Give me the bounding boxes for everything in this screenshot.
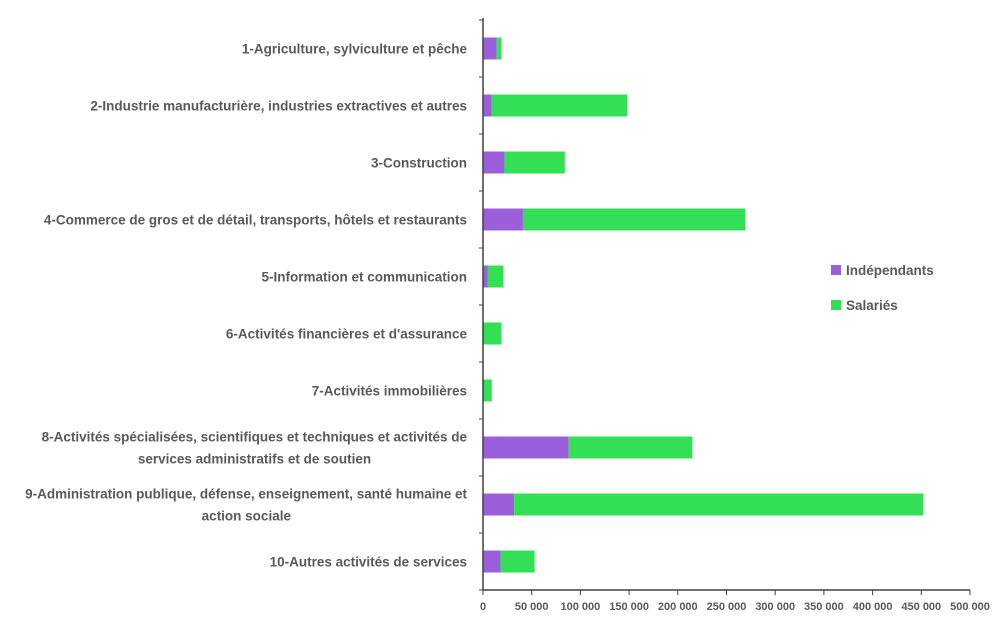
x-tick-label: 150 000 bbox=[609, 601, 649, 613]
category-labels: 1-Agriculture, sylviculture et pêche 2-In… bbox=[25, 42, 467, 570]
category-label-7: 7-Activités immobilières bbox=[312, 384, 467, 399]
legend-label-salaries: Salariés bbox=[846, 298, 898, 313]
category-label-5: 5-Information et communication bbox=[261, 270, 467, 285]
bar-salaries-4 bbox=[522, 208, 746, 231]
bar-salaries-9 bbox=[514, 493, 924, 516]
bars-group bbox=[483, 37, 924, 573]
x-axis: 0 50 000 100 000 150 000 200 000 250 000 300 0… bbox=[479, 18, 990, 613]
legend-swatch-independants bbox=[831, 265, 841, 275]
category-label-9-line-1: 9-Administration publique, défense, ense… bbox=[25, 487, 467, 502]
category-label-10: 10-Autres activités de services bbox=[270, 555, 467, 570]
bar-independants-3 bbox=[483, 151, 505, 174]
x-tick-label: 450 000 bbox=[901, 601, 941, 613]
category-label-2: 2-Industrie manufacturière, industries e… bbox=[90, 99, 467, 114]
bar-salaries-1 bbox=[496, 37, 502, 60]
legend-label-independants: Indépendants bbox=[846, 263, 934, 278]
bar-independants-1 bbox=[483, 37, 497, 60]
bar-salaries-6 bbox=[483, 322, 502, 345]
category-label-4: 4-Commerce de gros et de détail, transpo… bbox=[44, 213, 467, 228]
bar-salaries-2 bbox=[491, 94, 628, 117]
legend: Indépendants Salariés bbox=[831, 263, 934, 313]
bar-salaries-3 bbox=[504, 151, 565, 174]
x-tick-label: 250 000 bbox=[707, 601, 747, 613]
bar-independants-9 bbox=[483, 493, 515, 516]
x-tick-label: 0 bbox=[480, 601, 486, 613]
category-label-3: 3-Construction bbox=[371, 156, 467, 171]
x-tick-label: 500 000 bbox=[950, 601, 990, 613]
x-tick-label: 300 000 bbox=[755, 601, 795, 613]
bar-independants-2 bbox=[483, 94, 492, 117]
category-label-8-line-2: services administratifs et de soutien bbox=[138, 452, 371, 467]
x-tick-label: 50 000 bbox=[515, 601, 549, 613]
legend-swatch-salaries bbox=[831, 300, 841, 310]
bar-salaries-8 bbox=[568, 436, 693, 459]
x-tick-label: 200 000 bbox=[658, 601, 698, 613]
category-label-1: 1-Agriculture, sylviculture et pêche bbox=[242, 42, 468, 57]
bar-independants-5 bbox=[483, 265, 488, 288]
bar-salaries-10 bbox=[500, 550, 535, 573]
category-label-6: 6-Activités financières et d'assurance bbox=[226, 327, 468, 342]
category-label-8-line-1: 8-Activités spécialisées, scientifiques … bbox=[42, 430, 468, 445]
bar-salaries-5 bbox=[487, 265, 504, 288]
bar-independants-4 bbox=[483, 208, 523, 231]
bar-salaries-7 bbox=[483, 379, 492, 402]
x-tick-label: 350 000 bbox=[804, 601, 844, 613]
x-tick-label: 100 000 bbox=[561, 601, 601, 613]
bar-independants-10 bbox=[483, 550, 501, 573]
bar-independants-8 bbox=[483, 436, 569, 459]
x-tick-label: 400 000 bbox=[853, 601, 893, 613]
category-label-9-line-2: action sociale bbox=[202, 509, 292, 524]
